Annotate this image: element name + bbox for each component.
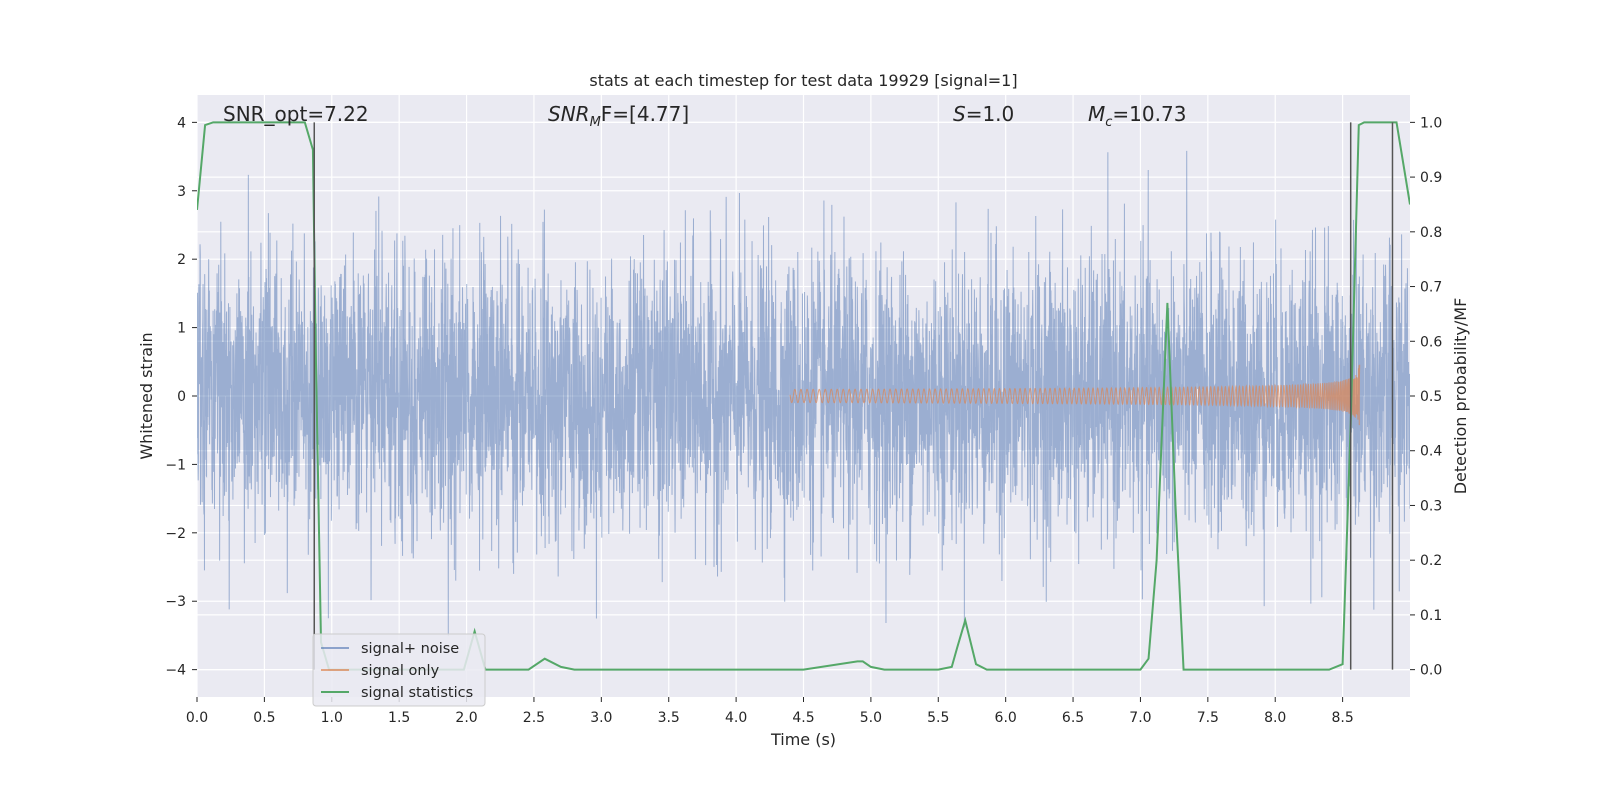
x-tick-label: 6.0 xyxy=(995,710,1017,726)
x-tick-label: 1.0 xyxy=(321,710,343,726)
legend: signal+ noise signal only signal statistic… xyxy=(312,633,486,707)
annotation-symbol: M xyxy=(1088,102,1105,126)
series-signal-noise xyxy=(197,150,1410,636)
y-tick-label: 3 xyxy=(177,184,186,200)
y-axis-right-label: Detection probability/MF xyxy=(1451,298,1470,495)
annotation-symbol: S xyxy=(953,102,966,126)
y-right-tick-label: 0.7 xyxy=(1420,280,1442,296)
annotation-subscript: c xyxy=(1105,115,1112,130)
y-right-tick-label: 0.8 xyxy=(1420,225,1442,241)
series-group xyxy=(197,121,1410,671)
annotation-snr-mf: SNRMF=[4.77] xyxy=(548,102,689,130)
y-tick-label: 0 xyxy=(177,389,186,405)
y-right-tick-label: 0.5 xyxy=(1420,389,1442,405)
annotation-mc-val: Mc=10.73 xyxy=(1088,102,1186,130)
legend-entry: signal+ noise xyxy=(361,641,459,657)
y-right-tick-label: 0.9 xyxy=(1420,170,1442,186)
x-tick-label: 0.0 xyxy=(186,710,208,726)
legend-entry: signal statistics xyxy=(361,685,473,701)
y-tick-label: 4 xyxy=(177,115,186,131)
y-right-tick-label: 0.4 xyxy=(1420,444,1442,460)
annotation-value: =1.0 xyxy=(966,102,1015,126)
x-tick-label: 5.5 xyxy=(927,710,949,726)
annotation-value: F=[4.77] xyxy=(601,102,689,126)
x-tick-label: 7.0 xyxy=(1129,710,1151,726)
legend-entry: signal only xyxy=(361,663,440,679)
annotation-snr-opt: SNR_opt=7.22 xyxy=(223,102,369,126)
x-tick-label: 4.5 xyxy=(792,710,814,726)
legend-box xyxy=(312,633,486,707)
y-right-tick-label: 0.1 xyxy=(1420,608,1442,624)
x-tick-label: 4.0 xyxy=(725,710,747,726)
y-right-tick-label: 0.3 xyxy=(1420,498,1442,514)
y-right-tick-label: 1.0 xyxy=(1420,115,1442,131)
y-tick-label: −1 xyxy=(165,457,186,473)
x-tick-label: 1.5 xyxy=(388,710,410,726)
x-tick-label: 5.0 xyxy=(860,710,882,726)
y-tick-label: −2 xyxy=(165,526,186,542)
y-tick-label: −4 xyxy=(165,663,186,679)
series-signal-only xyxy=(789,364,1361,426)
chart-title: stats at each timestep for test data 199… xyxy=(589,71,1017,90)
annotation-symbol: SNR xyxy=(548,102,590,126)
x-tick-label: 6.5 xyxy=(1062,710,1084,726)
x-tick-label: 2.5 xyxy=(523,710,545,726)
y-tick-label: 1 xyxy=(177,321,186,337)
y-right-tick-label: 0.0 xyxy=(1420,663,1442,679)
x-axis-label: Time (s) xyxy=(770,730,836,749)
y-tick-label: −3 xyxy=(165,594,186,610)
x-tick-label: 2.0 xyxy=(455,710,477,726)
y-tick-label: 2 xyxy=(177,252,186,268)
x-tick-label: 7.5 xyxy=(1197,710,1219,726)
x-tick-label: 8.5 xyxy=(1331,710,1353,726)
y-axis-label: Whitened strain xyxy=(137,332,156,459)
x-tick-label: 3.0 xyxy=(590,710,612,726)
x-tick-label: 8.0 xyxy=(1264,710,1286,726)
x-tick-label: 0.5 xyxy=(253,710,275,726)
annotation-value: =10.73 xyxy=(1112,102,1186,126)
annotation-subscript: M xyxy=(590,115,601,130)
annotation-s-val: S=1.0 xyxy=(953,102,1014,126)
x-tick-label: 3.5 xyxy=(658,710,680,726)
annotations: SNR_opt=7.22 SNRMF=[4.77] S=1.0 Mc=10.73 xyxy=(223,102,1186,130)
y-right-tick-label: 0.6 xyxy=(1420,334,1442,350)
data-layer xyxy=(197,121,1410,671)
axes: 0.0 0.5 1.0 1.5 2.0 2.5 3.0 3.5 4.0 4.5 5.0 5.5 6.0 6… xyxy=(165,115,1442,726)
y-right-tick-label: 0.2 xyxy=(1420,553,1442,569)
